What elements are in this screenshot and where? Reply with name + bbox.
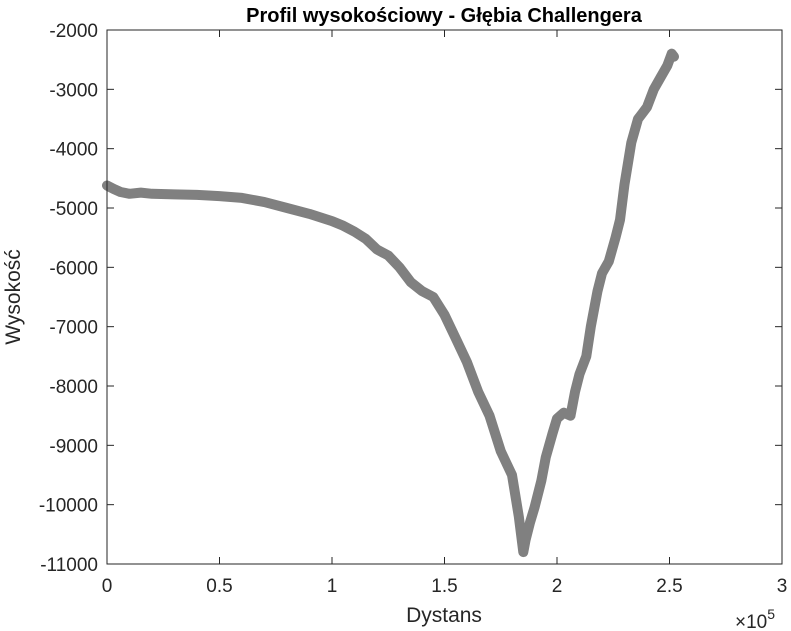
x-tick-label: 1 xyxy=(327,576,338,597)
x-tick-label: 1.5 xyxy=(431,576,457,597)
x-exponent-base: ×10 xyxy=(735,612,767,631)
y-tick-label: -9000 xyxy=(49,436,98,457)
x-axis-label: Dystans xyxy=(406,604,482,627)
y-tick-label: -4000 xyxy=(49,140,98,161)
series-line xyxy=(102,48,679,558)
x-tick-label: 0 xyxy=(102,576,113,597)
x-tick-label: 2 xyxy=(552,576,563,597)
plot-area xyxy=(107,30,782,564)
y-tick-label: -7000 xyxy=(49,318,98,339)
tick-label-group: 0 0.5 1 1.5 2 2.5 3 -2000 -3000 -4000 -5000 -6000 -7… xyxy=(39,21,787,597)
x-exponent-power: 5 xyxy=(767,606,775,622)
y-tick-label: -3000 xyxy=(49,80,98,101)
y-tick-label: -10000 xyxy=(39,496,98,517)
y-tick-label: -5000 xyxy=(49,199,98,220)
y-axis-label: Wysokość xyxy=(2,249,25,345)
y-tick-label: -8000 xyxy=(49,377,98,398)
y-tick-label: -11000 xyxy=(40,555,98,576)
x-tick-label: 3 xyxy=(777,576,788,597)
x-tick-label: 2.5 xyxy=(656,576,682,597)
x-exponent-label: ×105 xyxy=(735,606,775,631)
y-tick-label: -2000 xyxy=(49,21,98,42)
y-tick-label: -6000 xyxy=(49,258,98,279)
x-tick-label: 0.5 xyxy=(206,576,232,597)
plot-frame xyxy=(106,29,783,565)
chart-title: Profil wysokościowy - Głębia Challengera xyxy=(246,5,643,27)
